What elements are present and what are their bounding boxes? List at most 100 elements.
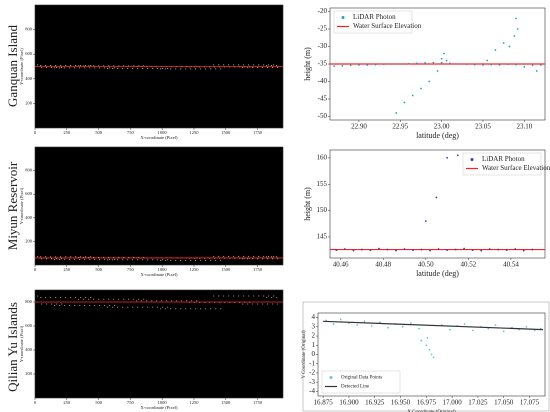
- photon-point: [366, 64, 369, 66]
- bright-pixel: [114, 67, 116, 69]
- bright-pixel: [268, 295, 270, 297]
- bright-pixel: [268, 255, 270, 257]
- bright-pixel: [37, 64, 39, 66]
- bright-pixel: [243, 255, 245, 257]
- bright-pixel: [90, 65, 92, 66]
- bright-pixel: [271, 256, 273, 258]
- photon-point: [399, 63, 402, 65]
- y-tick-label: 145: [317, 233, 328, 241]
- bright-pixel: [162, 68, 164, 69]
- bright-pixel: [90, 297, 92, 298]
- bright-pixel: [61, 258, 63, 260]
- bright-pixel: [117, 259, 119, 261]
- bright-pixel: [46, 303, 48, 305]
- bright-pixel: [162, 259, 164, 261]
- bright-pixel: [200, 68, 202, 70]
- photon-point: [443, 52, 446, 55]
- bright-pixel: [277, 67, 279, 68]
- bright-pixel: [167, 259, 169, 261]
- bright-pixel: [271, 65, 273, 66]
- bright-pixel: [37, 295, 39, 297]
- bright-pixel: [147, 306, 149, 308]
- photon-point: [446, 249, 448, 251]
- photon-point: [515, 17, 517, 20]
- bright-pixel: [238, 255, 240, 257]
- bright-pixel: [128, 256, 130, 258]
- y-tick-label: 200: [25, 100, 33, 105]
- photon-point: [514, 248, 517, 250]
- bright-pixel: [218, 255, 220, 257]
- bright-pixel: [117, 306, 119, 308]
- y-axis-label: Y-coordinate (Pixel): [19, 325, 24, 362]
- photon-point: [494, 324, 497, 326]
- legend-label: LiDAR Photon: [353, 13, 396, 21]
- x-tick-label: 500: [95, 267, 103, 272]
- legend-label: Detected Line: [341, 385, 370, 390]
- bright-pixel: [83, 256, 85, 258]
- bright-pixel: [133, 65, 135, 67]
- bright-pixel: [171, 300, 173, 302]
- bright-pixel: [60, 65, 62, 66]
- bright-pixel: [220, 68, 222, 70]
- bright-pixel: [112, 68, 114, 69]
- bright-pixel: [247, 303, 249, 305]
- bright-pixel: [263, 64, 265, 66]
- photon-point: [473, 63, 476, 66]
- bright-pixel: [99, 67, 101, 69]
- y-tick-label: 3: [312, 322, 316, 330]
- legend-box: [462, 152, 542, 176]
- photon-point: [361, 248, 363, 251]
- bright-pixel: [80, 65, 82, 66]
- bright-pixel: [210, 308, 212, 310]
- x-tick-label: 750: [127, 130, 135, 135]
- bright-pixel: [50, 65, 52, 66]
- bright-pixel: [157, 259, 159, 261]
- bright-pixel: [156, 300, 158, 302]
- bright-pixel: [109, 258, 111, 260]
- bright-pixel: [56, 67, 58, 68]
- photon-point: [502, 42, 505, 44]
- y-tick-label: -2: [309, 369, 315, 377]
- bright-pixel: [141, 300, 143, 302]
- y-tick-label: -4: [309, 387, 315, 395]
- bright-pixel: [123, 256, 125, 258]
- photon-point: [505, 249, 508, 251]
- bright-pixel: [175, 68, 177, 70]
- bright-pixel: [175, 259, 177, 261]
- x-tick-label: 16.875: [314, 399, 334, 407]
- bright-pixel: [84, 258, 86, 260]
- bright-pixel: [170, 68, 172, 70]
- bright-pixel: [83, 65, 85, 67]
- bright-pixel: [99, 305, 101, 306]
- bright-pixel: [185, 68, 187, 70]
- bright-pixel: [108, 65, 110, 67]
- bright-pixel: [37, 255, 39, 257]
- x-tick-label: 1500: [221, 267, 231, 272]
- bright-pixel: [94, 258, 96, 260]
- bright-pixel: [50, 256, 52, 258]
- bright-pixel: [41, 258, 43, 260]
- y-tick-label: 2: [312, 332, 316, 340]
- bright-pixel: [128, 298, 130, 300]
- photon-point: [440, 61, 443, 64]
- photon-point: [525, 325, 528, 328]
- photon-point: [516, 28, 519, 30]
- photon-point: [523, 65, 526, 68]
- bright-pixel: [160, 308, 162, 310]
- x-tick-label: 500: [95, 400, 103, 405]
- bright-pixel: [64, 258, 66, 260]
- bright-pixel: [238, 295, 240, 297]
- photon-point: [456, 154, 459, 157]
- photon-point: [435, 196, 438, 199]
- photon-point: [424, 220, 427, 223]
- bright-pixel: [85, 297, 87, 298]
- bright-pixel: [215, 308, 217, 310]
- bright-pixel: [137, 68, 139, 69]
- x-tick-label: 0: [34, 267, 37, 272]
- bright-pixel: [228, 64, 230, 66]
- bright-pixel: [248, 255, 250, 257]
- photon-point: [522, 249, 525, 252]
- y-tick-label: -20: [318, 7, 328, 15]
- y-axis-label: height (m): [303, 47, 312, 81]
- bright-pixel: [248, 295, 250, 297]
